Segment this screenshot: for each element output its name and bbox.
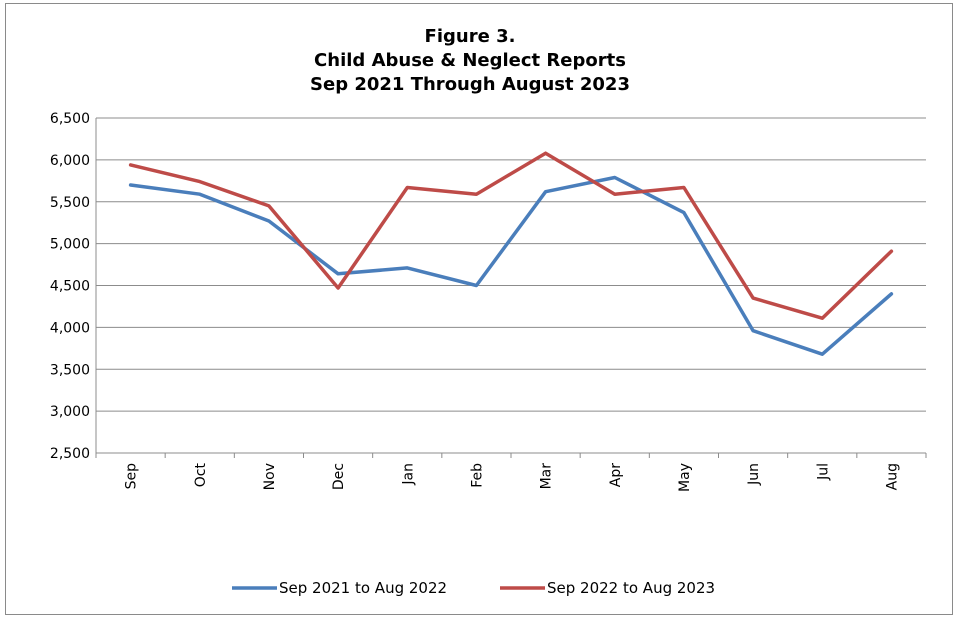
x-axis-ticks: Sep Oct Nov Dec Jan Feb Mar Apr May Jun Jul Aug [95,453,927,492]
y-tick-label: 5,000 [50,237,90,253]
x-tick-label: Mar [539,463,555,490]
y-tick-label: 3,500 [50,362,90,378]
x-tick-label: Dec [331,463,347,490]
y-axis-ticks: 2,500 3,000 3,500 4,000 4,500 5,000 5,500 6,000… [50,111,90,462]
x-tick-label: May [677,463,693,492]
x-tick-label: Jan [400,463,416,486]
legend-label-1: Sep 2021 to Aug 2022 [279,579,447,597]
y-tick-label: 5,500 [50,195,90,211]
chart-title-line-3: Sep 2021 Through August 2023 [310,74,630,95]
chart-title: Figure 3. Child Abuse & Neglect Reports … [310,26,630,95]
y-tick-label: 4,000 [50,320,90,336]
series-line-1 [128,175,894,356]
x-tick-label: Aug [884,463,900,490]
legend-label-2: Sep 2022 to Aug 2023 [547,579,715,597]
gridlines [95,117,926,454]
y-tick-label: 6,500 [50,111,90,127]
x-tick-label: Jun [746,463,762,486]
series-line-2 [128,151,894,320]
legend: Sep 2021 to Aug 2022 Sep 2022 to Aug 2023 [232,579,715,597]
y-tick-label: 3,000 [50,404,90,420]
x-tick-label: Jul [815,463,831,481]
series-lines [128,151,894,356]
x-tick-label: Apr [608,463,624,487]
x-tick-label: Nov [262,463,278,490]
x-tick-label: Oct [193,463,209,488]
y-tick-label: 6,000 [50,153,90,169]
x-tick-label: Feb [469,463,485,488]
y-tick-label: 4,500 [50,279,90,295]
chart-title-line-2: Child Abuse & Neglect Reports [314,50,626,71]
x-tick-label: Sep [124,463,140,490]
chart-title-line-1: Figure 3. [425,26,516,47]
y-tick-label: 2,500 [50,446,90,462]
